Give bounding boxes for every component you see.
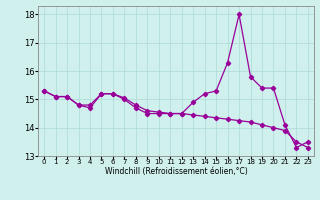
X-axis label: Windchill (Refroidissement éolien,°C): Windchill (Refroidissement éolien,°C)	[105, 167, 247, 176]
